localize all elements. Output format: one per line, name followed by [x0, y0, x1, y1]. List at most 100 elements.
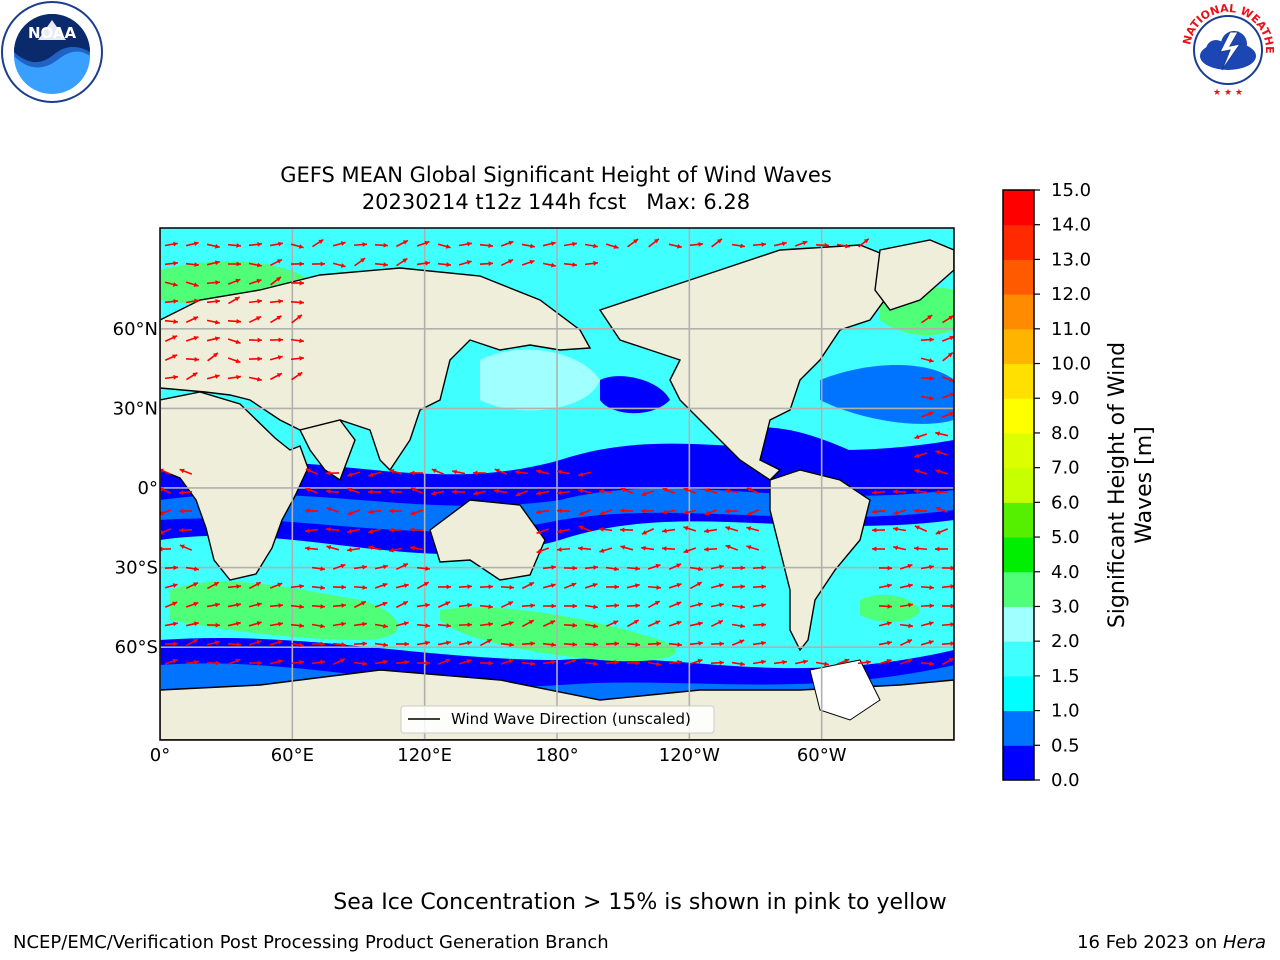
map-legend: Wind Wave Direction (unscaled)	[400, 705, 715, 734]
wave-arrow-head	[928, 411, 934, 417]
wave-arrow-head	[551, 659, 556, 665]
wave-arrow-head	[654, 601, 660, 606]
wave-arrow-head	[655, 620, 661, 625]
wave-arrow-head	[550, 583, 556, 588]
noaa-logo: NOAA	[1, 1, 103, 103]
wave-arrow-head	[431, 468, 437, 474]
wave-arrow-head	[935, 529, 941, 535]
wave-arrow-head	[360, 601, 366, 606]
wave-arrow-head	[725, 544, 731, 550]
wave-arrow-head	[683, 510, 689, 515]
wave-arrow-head	[276, 373, 282, 378]
wave-arrow-head	[614, 603, 619, 608]
wave-arrow-head	[305, 528, 310, 534]
wave-arrow-head	[193, 316, 199, 321]
wave-arrow-head	[845, 243, 850, 249]
wave-arrow-head	[410, 510, 416, 516]
wave-arrow-head	[536, 509, 541, 515]
y-tick-label: 30°N	[113, 398, 158, 419]
wave-arrow-head	[929, 376, 934, 381]
wave-arrow-head	[824, 661, 829, 667]
wave-arrow-head	[341, 642, 346, 647]
wave-arrow-head	[935, 506, 941, 512]
wave-arrow-head	[383, 623, 388, 629]
wave-arrow-head	[305, 546, 310, 551]
wave-arrow-head	[368, 545, 374, 551]
wave-arrow-head	[893, 510, 899, 515]
wave-arrow-head	[446, 584, 451, 590]
wave-arrow-head	[935, 489, 940, 495]
wave-arrow-head	[256, 278, 262, 284]
wave-arrow-head	[389, 547, 395, 553]
wave-arrow-head	[572, 262, 577, 268]
wave-arrow-head	[382, 564, 388, 570]
wave-arrow-head	[914, 508, 919, 514]
wave-arrow-head	[614, 584, 619, 590]
wave-arrow-head	[236, 602, 241, 608]
wave-arrow-head	[551, 565, 556, 570]
colorbar-frame	[1002, 189, 1035, 781]
wave-arrow-head	[949, 335, 954, 341]
colorbar-tick-label: 8.0	[1051, 423, 1080, 444]
wave-arrow-head	[536, 529, 542, 535]
wave-arrow-head	[215, 622, 220, 628]
colorbar-tick-label: 0.0	[1051, 770, 1080, 791]
wave-arrow-head	[389, 527, 394, 533]
wave-arrow-head	[530, 641, 535, 646]
wave-arrow-head	[193, 582, 199, 587]
wave-arrow-head	[508, 601, 514, 606]
wave-arrow-head	[257, 241, 262, 247]
wave-arrow-head	[194, 356, 199, 362]
wave-arrow-head	[620, 527, 625, 533]
wave-arrow-head	[467, 602, 472, 608]
wave-arrow-head	[907, 563, 913, 569]
wave-arrow-head	[656, 585, 661, 590]
wave-arrow-head	[515, 469, 520, 475]
wave-arrow-head	[236, 243, 241, 248]
wave-arrow-head	[802, 240, 808, 246]
wave-arrow-head	[761, 565, 766, 571]
wave-arrow-head	[949, 411, 954, 417]
wave-arrow-head	[193, 335, 199, 341]
wave-arrow-head	[193, 282, 199, 287]
wave-arrow-head	[320, 566, 325, 572]
wave-arrow-head	[620, 508, 625, 513]
wave-arrow-head	[914, 525, 920, 530]
wave-arrow-head	[557, 490, 562, 496]
wave-arrow-head	[446, 623, 451, 629]
wind-wave-arrows	[160, 238, 954, 667]
wave-arrow-head	[494, 488, 499, 494]
map-frame	[159, 227, 955, 741]
wave-arrow-head	[347, 472, 353, 477]
wave-arrow-head	[179, 508, 184, 514]
wave-arrow-head	[410, 470, 415, 476]
wave-arrow-head	[929, 585, 934, 590]
colorbar-tick-label: 12.0	[1051, 284, 1091, 305]
wave-arrow-head	[473, 470, 478, 476]
wave-arrow-head	[571, 582, 577, 588]
wave-arrow-head	[172, 335, 178, 340]
colorbar-segment	[1003, 537, 1034, 573]
wave-arrow-head	[340, 241, 346, 246]
wave-arrow-head	[299, 338, 304, 344]
wave-arrow-head	[362, 242, 367, 247]
wave-arrow-head	[886, 621, 892, 626]
wave-arrow-head	[193, 601, 199, 607]
map-area	[160, 228, 954, 740]
wave-arrow-head	[278, 621, 283, 627]
wave-arrow-head	[557, 547, 562, 552]
wave-arrow-head	[467, 584, 472, 589]
wave-arrow-head	[947, 352, 953, 358]
wave-arrow-head	[172, 354, 178, 359]
wave-arrow-head	[571, 658, 577, 664]
colorbar-segment	[1003, 398, 1034, 434]
wave-arrow-head	[277, 582, 283, 588]
wave-arrow-head	[257, 298, 262, 304]
land	[160, 239, 954, 740]
gridlines	[160, 228, 954, 740]
colorbar-segment	[1003, 328, 1034, 365]
wave-arrow-head	[528, 620, 534, 625]
wave-arrow-head	[410, 545, 415, 551]
wave-arrow-head	[494, 468, 500, 474]
